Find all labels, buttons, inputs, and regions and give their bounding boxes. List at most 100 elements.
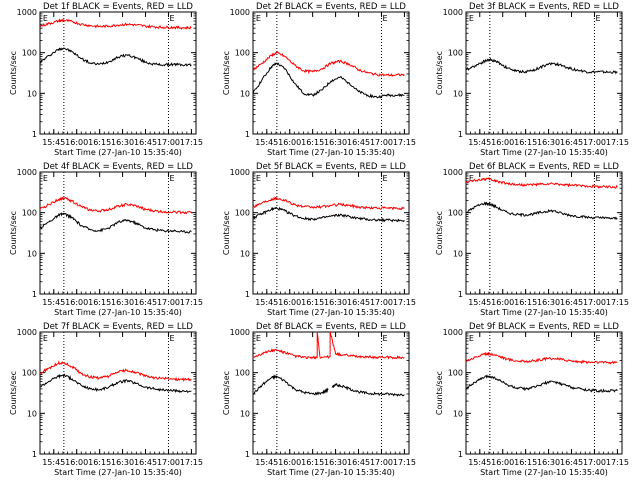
- y-tick-label: 1: [458, 290, 463, 299]
- x-tick-label: 16:15: [88, 298, 111, 307]
- x-tick-label: 16:45: [560, 138, 583, 147]
- x-tick-label: 16:30: [537, 458, 560, 467]
- series-line-lld: [253, 331, 405, 360]
- series-line-lld: [465, 177, 618, 189]
- x-tick-label: 17:00: [370, 458, 393, 467]
- x-tick-label: 16:30: [537, 298, 560, 307]
- y-tick-label: 1: [245, 450, 250, 459]
- chart-panel-4: Det 4f BLACK = Events, RED = LLD E E 1 10 100…: [9, 162, 203, 317]
- x-tick-label: 15:45: [255, 138, 278, 147]
- y-axis-label: Counts/sec: [435, 371, 444, 415]
- event-marker-label: E: [43, 14, 48, 23]
- x-tick-label: 16:00: [65, 458, 88, 467]
- x-axis-label: Start Time (27-Jan-10 15:35:40): [480, 308, 608, 317]
- x-tick-label: 15:45: [468, 138, 491, 147]
- y-tick-label: 100: [235, 49, 250, 58]
- panel-title: Det 8f BLACK = Events, RED = LLD: [256, 322, 406, 332]
- event-marker-label: E: [595, 14, 600, 23]
- x-tick-label: 16:30: [324, 298, 347, 307]
- y-tick-label: 1000: [443, 168, 463, 177]
- y-tick-label: 100: [22, 49, 37, 58]
- y-tick-label: 100: [448, 369, 463, 378]
- x-tick-label: 17:15: [180, 298, 203, 307]
- series-line-events: [465, 57, 618, 75]
- x-tick-label: 16:45: [134, 298, 157, 307]
- y-tick-label: 1000: [230, 8, 250, 17]
- series-line-lld: [465, 351, 618, 365]
- y-axis-label: Counts/sec: [435, 51, 444, 95]
- x-tick-label: 17:15: [606, 458, 629, 467]
- event-marker-label: E: [469, 14, 474, 23]
- y-axis-label: Counts/sec: [9, 371, 18, 415]
- x-tick-label: 16:45: [560, 458, 583, 467]
- y-tick-label: 1: [32, 450, 37, 459]
- panel-title: Det 1f BLACK = Events, RED = LLD: [43, 2, 193, 12]
- x-tick-label: 16:15: [514, 298, 537, 307]
- y-tick-label: 10: [240, 249, 250, 258]
- x-tick-label: 16:15: [301, 138, 324, 147]
- y-tick-label: 10: [453, 249, 463, 258]
- x-tick-label: 16:30: [111, 458, 134, 467]
- event-marker-label: E: [595, 334, 600, 343]
- y-tick-label: 1: [32, 130, 37, 139]
- y-tick-label: 10: [453, 89, 463, 98]
- event-marker-label: E: [169, 174, 174, 183]
- x-tick-label: 17:00: [583, 458, 606, 467]
- y-tick-label: 1000: [230, 328, 250, 337]
- x-tick-label: 16:30: [537, 138, 560, 147]
- x-tick-label: 16:00: [278, 298, 301, 307]
- y-tick-label: 10: [453, 409, 463, 418]
- x-tick-label: 16:00: [491, 458, 514, 467]
- x-tick-label: 16:00: [491, 138, 514, 147]
- chart-panel-1: Det 1f BLACK = Events, RED = LLD E E 1 10 100…: [9, 2, 203, 157]
- x-tick-label: 17:15: [180, 458, 203, 467]
- event-marker-label: E: [382, 334, 387, 343]
- x-tick-label: 16:30: [324, 458, 347, 467]
- x-tick-label: 17:00: [370, 138, 393, 147]
- y-tick-label: 1000: [443, 328, 463, 337]
- event-marker-label: E: [169, 14, 174, 23]
- y-tick-label: 10: [27, 249, 37, 258]
- x-tick-label: 17:00: [583, 298, 606, 307]
- panel-title: Det 4f BLACK = Events, RED = LLD: [43, 162, 193, 172]
- series-line-events: [39, 47, 192, 67]
- x-axis-label: Start Time (27-Jan-10 15:35:40): [54, 308, 182, 317]
- x-tick-label: 17:15: [393, 458, 416, 467]
- panel-title: Det 7f BLACK = Events, RED = LLD: [43, 322, 193, 332]
- event-marker-label: E: [256, 174, 261, 183]
- x-axis-label: Start Time (27-Jan-10 15:35:40): [267, 308, 395, 317]
- x-tick-label: 16:45: [347, 138, 370, 147]
- x-tick-label: 16:30: [324, 138, 347, 147]
- series-line-events: [252, 62, 405, 99]
- y-tick-label: 10: [240, 409, 250, 418]
- y-tick-label: 10: [240, 89, 250, 98]
- y-tick-label: 1000: [230, 168, 250, 177]
- panel-title: Det 2f BLACK = Events, RED = LLD: [256, 2, 406, 12]
- chart-panel-3: Det 3f BLACK = Events, RED = LLD E E 1 10 100…: [435, 2, 629, 157]
- series-line-lld: [39, 196, 192, 215]
- panel-title: Det 6f BLACK = Events, RED = LLD: [469, 162, 619, 172]
- y-tick-label: 10: [27, 89, 37, 98]
- series-line-events: [252, 374, 405, 397]
- x-tick-label: 16:45: [134, 138, 157, 147]
- chart-panel-7: Det 7f BLACK = Events, RED = LLD E E 1 10 100…: [9, 322, 203, 477]
- chart-panel-9: Det 9f BLACK = Events, RED = LLD E E 1 10 100…: [435, 322, 629, 477]
- y-tick-label: 1: [245, 130, 250, 139]
- event-marker-label: E: [469, 334, 474, 343]
- y-tick-label: 100: [22, 209, 37, 218]
- x-tick-label: 15:45: [42, 458, 65, 467]
- x-tick-label: 15:45: [255, 298, 278, 307]
- x-axis-label: Start Time (27-Jan-10 15:35:40): [480, 148, 608, 157]
- x-tick-label: 15:45: [468, 458, 491, 467]
- x-tick-label: 15:45: [468, 298, 491, 307]
- x-tick-label: 17:00: [157, 138, 180, 147]
- x-tick-label: 16:15: [514, 458, 537, 467]
- event-marker-label: E: [256, 334, 261, 343]
- x-tick-label: 17:15: [606, 138, 629, 147]
- event-marker-label: E: [469, 174, 474, 183]
- series-line-events: [465, 374, 618, 393]
- event-marker-label: E: [169, 334, 174, 343]
- event-marker-label: E: [382, 174, 387, 183]
- series-line-lld: [39, 18, 192, 30]
